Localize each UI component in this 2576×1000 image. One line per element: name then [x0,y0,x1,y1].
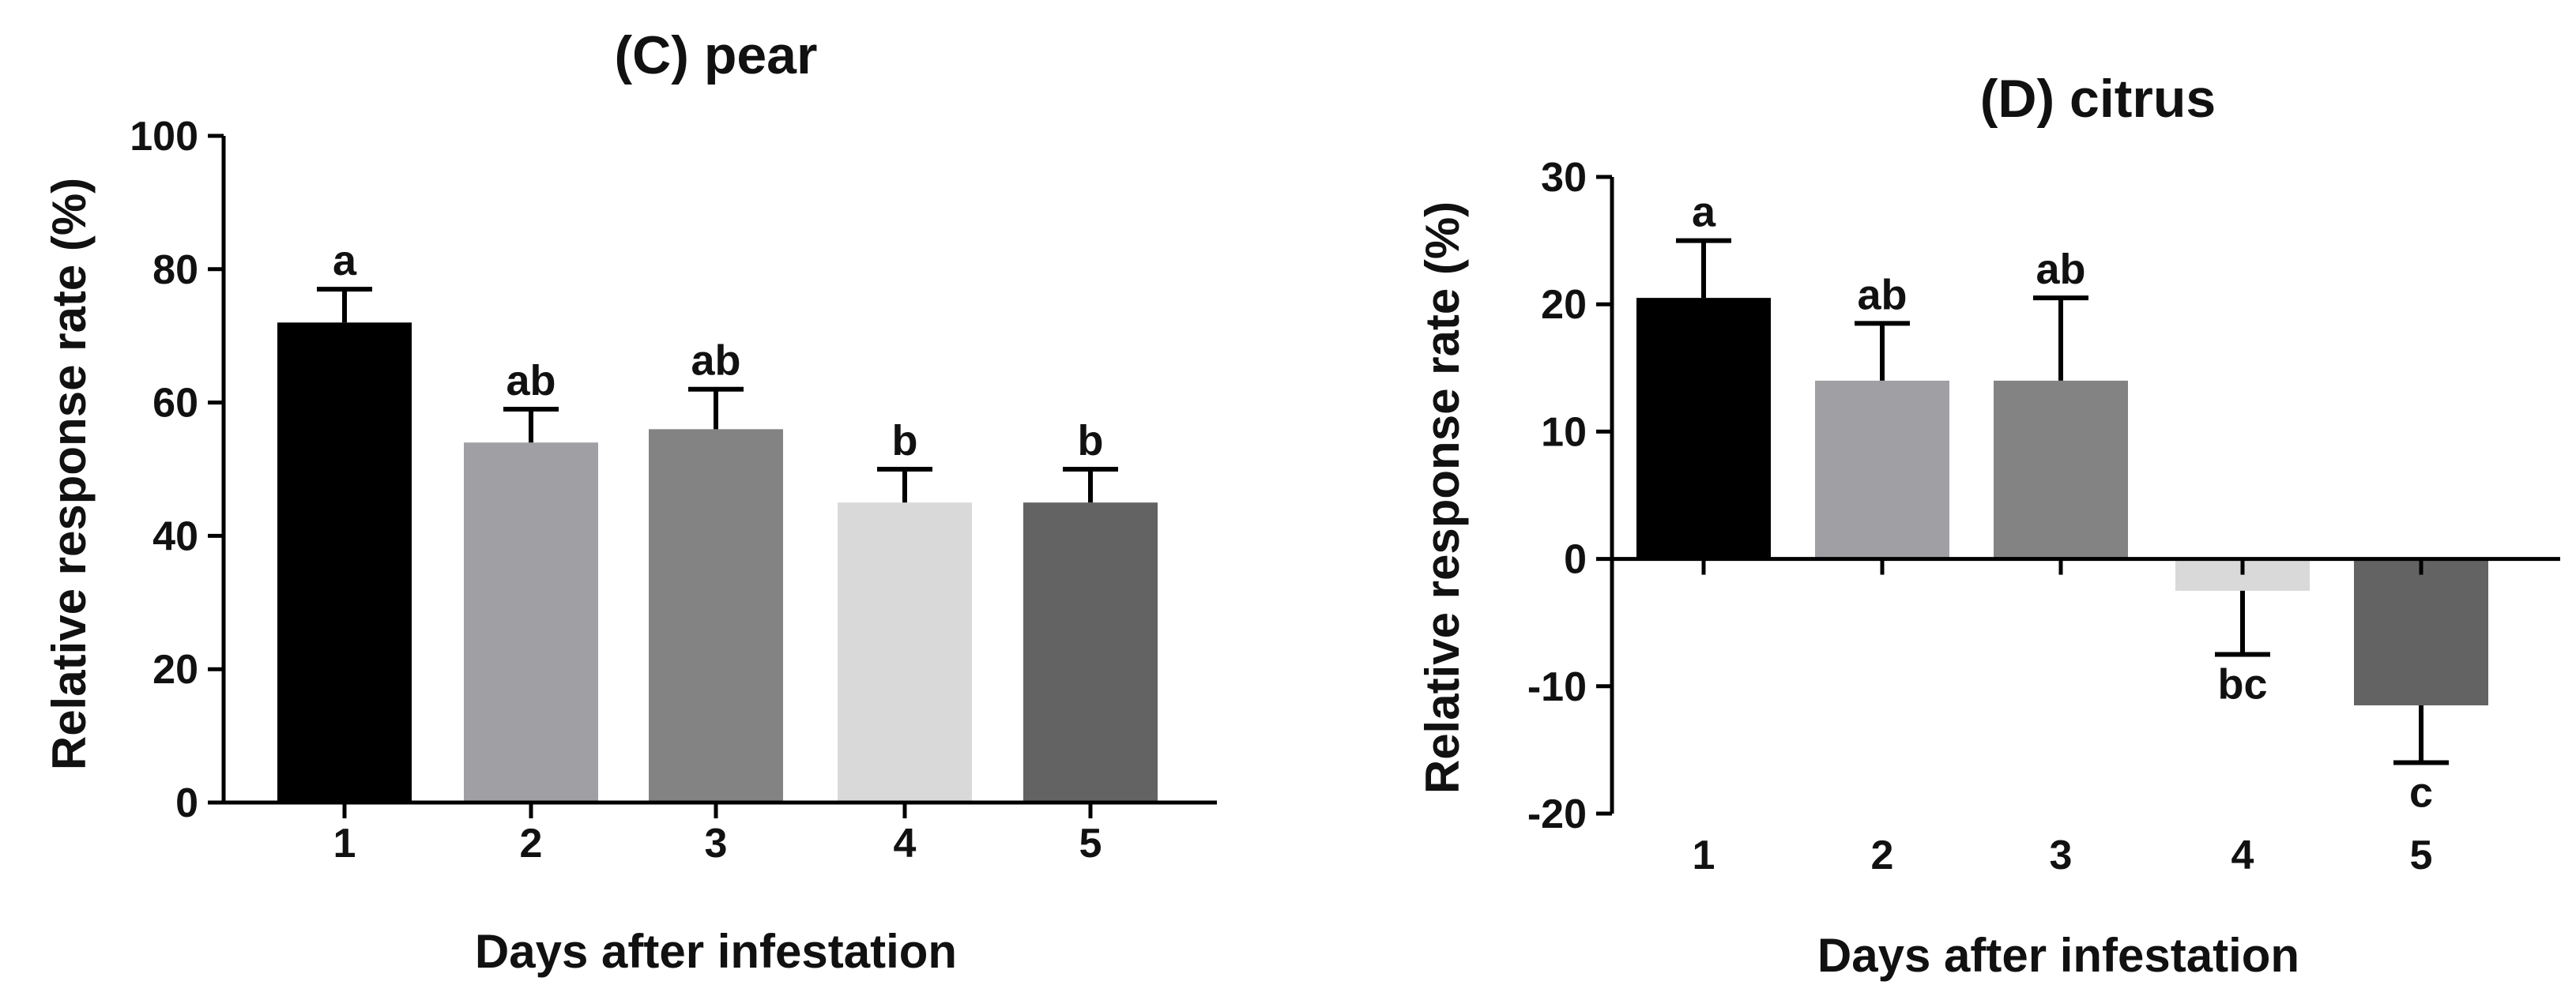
y-axis-label-pear: Relative response rate (%) [43,178,96,770]
x-tick-label-citrus-2: 2 [1871,833,1894,878]
y-tick-label-citrus: 10 [1541,409,1587,455]
bar-pear-2 [464,442,598,803]
bar-citrus-1 [1636,298,1771,559]
x-tick-label-citrus-3: 3 [2050,833,2073,878]
significance-label-pear-2: ab [506,357,555,404]
bar-pear-5 [1023,502,1158,803]
significance-label-pear-3: ab [691,337,740,385]
y-tick-label-pear: 60 [153,381,198,427]
bar-pear-4 [838,502,972,803]
x-tick-label-pear-1: 1 [333,821,356,867]
significance-label-citrus-4: bc [2217,661,2267,709]
x-tick-label-pear-4: 4 [894,821,917,867]
significance-label-citrus-3: ab [2036,246,2085,293]
y-tick-label-pear: 40 [153,513,198,559]
bar-pear-1 [277,322,412,803]
bar-citrus-5 [2354,558,2488,705]
x-axis-label-citrus: Days after infestation [1817,929,2299,982]
y-tick-label-citrus: 0 [1564,537,1587,583]
panel-pear: (C) pear Relative response rate (%) Days… [43,25,1217,978]
panel-citrus: (D) citrus Relative response rate (%) Da… [1416,69,2560,982]
y-tick-label-citrus: -20 [1527,791,1587,837]
y-tick-label-pear: 80 [153,247,198,293]
x-axis-label-pear: Days after infestation [475,925,957,978]
y-tick-label-pear: 20 [153,647,198,693]
bar-citrus-3 [1994,380,2128,559]
bar-pear-3 [649,429,783,803]
bar-citrus-2 [1815,380,1949,559]
chart-title-pear: (C) pear [615,25,818,85]
x-tick-label-pear-3: 3 [705,821,728,867]
x-tick-label-citrus-1: 1 [1693,833,1715,878]
x-tick-label-pear-5: 5 [1079,821,1102,867]
x-tick-label-citrus-5: 5 [2410,833,2433,878]
x-tick-label-citrus-4: 4 [2231,833,2254,878]
y-tick-label-pear: 0 [175,780,198,826]
significance-label-pear-4: b [892,417,918,464]
y-tick-label-citrus: 20 [1541,282,1587,328]
y-axis-label-citrus: Relative response rate (%) [1416,201,1469,794]
y-tick-label-citrus: 30 [1541,155,1587,201]
x-tick-label-pear-2: 2 [520,821,543,867]
significance-label-citrus-2: ab [1857,271,1907,318]
y-tick-label-citrus: -10 [1527,664,1587,710]
significance-label-pear-1: a [333,237,357,284]
significance-label-pear-5: b [1078,417,1104,464]
y-tick-label-pear: 100 [130,114,198,160]
significance-label-citrus-5: c [2409,769,2433,817]
significance-label-citrus-1: a [1692,189,1716,236]
chart-title-citrus: (D) citrus [1980,69,2216,129]
